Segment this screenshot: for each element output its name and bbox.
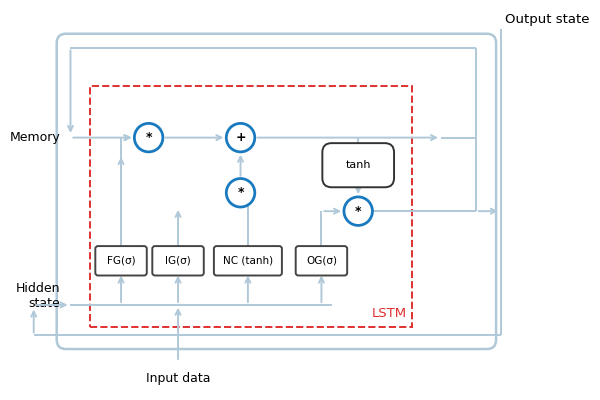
Text: Hidden
state: Hidden state (16, 282, 61, 310)
Circle shape (344, 197, 373, 226)
Text: NC (tanh): NC (tanh) (223, 256, 273, 266)
FancyBboxPatch shape (95, 246, 147, 276)
Text: Output state: Output state (505, 14, 590, 26)
Text: IG(σ): IG(σ) (165, 256, 191, 266)
FancyBboxPatch shape (214, 246, 282, 276)
Circle shape (226, 123, 255, 152)
Text: OG(σ): OG(σ) (306, 256, 337, 266)
Text: *: * (237, 186, 244, 199)
Text: FG(σ): FG(σ) (107, 256, 136, 266)
Circle shape (134, 123, 163, 152)
FancyBboxPatch shape (152, 246, 204, 276)
Text: tanh: tanh (346, 160, 371, 170)
Text: Memory: Memory (10, 131, 61, 144)
Text: LSTM: LSTM (372, 307, 407, 320)
Circle shape (226, 178, 255, 207)
Text: *: * (145, 131, 152, 144)
Text: *: * (355, 205, 361, 218)
Text: +: + (235, 131, 246, 144)
Text: Input data: Input data (146, 372, 210, 385)
FancyBboxPatch shape (322, 143, 394, 187)
FancyBboxPatch shape (296, 246, 347, 276)
